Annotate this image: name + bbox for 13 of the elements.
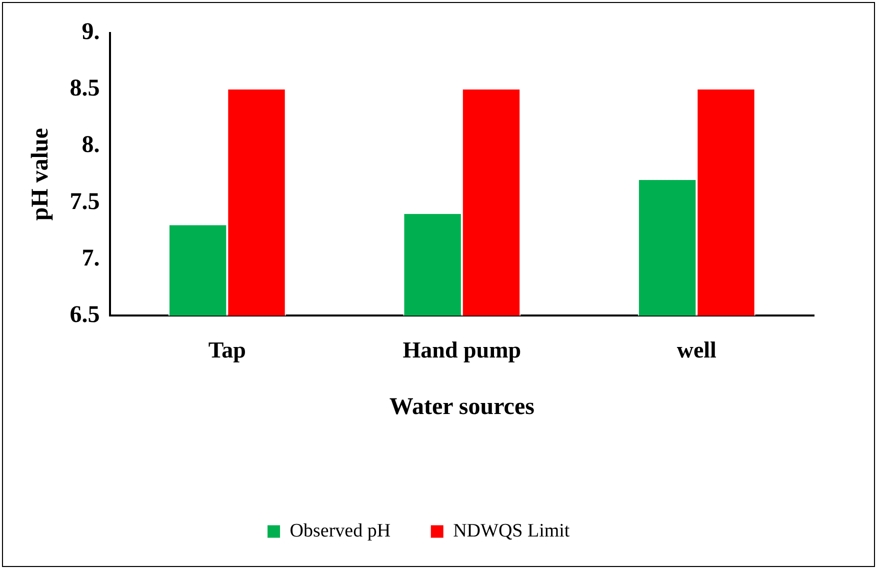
y-tick-label: 8.5 [70,76,100,102]
y-tick-label: 6.5 [70,302,100,328]
legend-label: Observed pH [290,520,391,542]
x-tick-label: well [676,337,716,362]
y-tick-label: 7.5 [70,188,100,215]
x-tick-label: Tap [208,337,246,362]
y-tick-label: 9. [82,19,100,46]
x-tick-label: Hand pump [402,337,522,362]
x-axis-title: Water sources [389,394,534,420]
y-axis-title: pH value [28,128,54,221]
y-tick-label: 7. [82,245,100,272]
legend-label: NDWQS Limit [453,520,570,542]
y-tick-label: 8. [82,132,100,158]
